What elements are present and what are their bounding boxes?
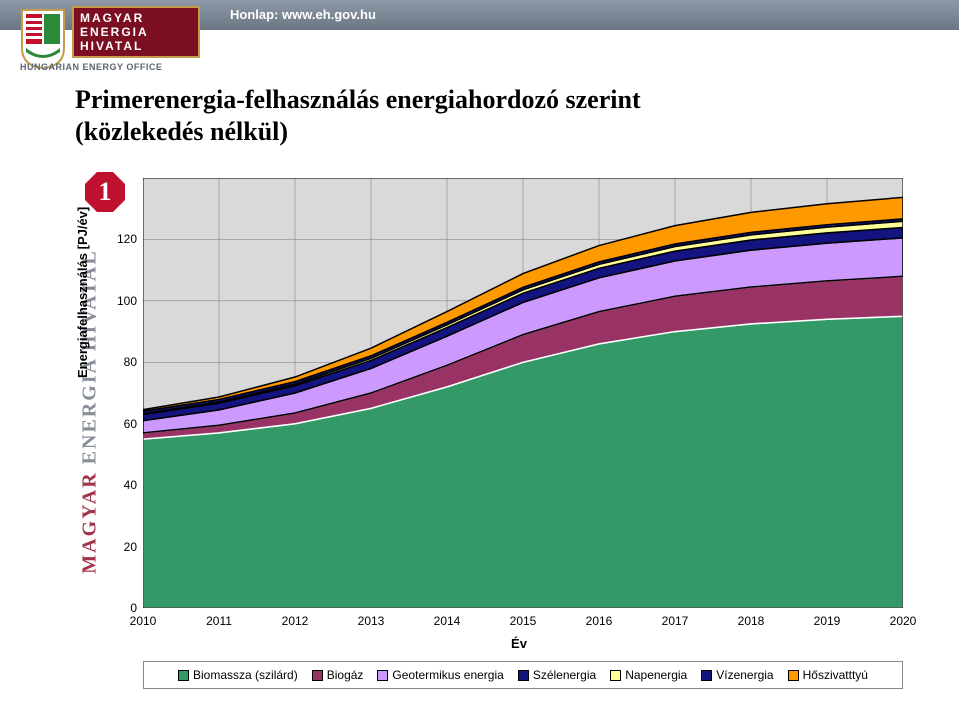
legend-swatch	[610, 670, 621, 681]
ytick: 120	[107, 232, 137, 246]
logo-line3: HIVATAL	[80, 39, 192, 53]
ytick: 80	[107, 355, 137, 369]
chart-title: Primerenergia-felhasználás energiahordoz…	[75, 84, 939, 148]
header-url: Honlap: www.eh.gov.hu	[230, 7, 376, 22]
xtick: 2013	[358, 614, 385, 628]
xtick: 2018	[738, 614, 765, 628]
legend-swatch	[312, 670, 323, 681]
legend-swatch	[701, 670, 712, 681]
title-line1: Primerenergia-felhasználás energiahordoz…	[75, 85, 641, 114]
main-content: Primerenergia-felhasználás energiahordoz…	[75, 84, 939, 689]
legend-item-hosziv: Hőszivatttyú	[788, 668, 868, 682]
logo-text-box: MAGYAR ENERGIA HIVATAL	[72, 6, 200, 58]
legend-item-biogaz: Biogáz	[312, 668, 364, 682]
plot-area: 0204060801001202010201120122013201420152…	[143, 178, 903, 608]
legend-item-geoterm: Geotermikus energia	[377, 668, 503, 682]
legend: Biomassza (szilárd) Biogáz Geotermikus ene…	[143, 661, 903, 689]
crest-icon	[20, 8, 66, 70]
xtick: 2017	[662, 614, 689, 628]
legend-item-viz: Vízenergia	[701, 668, 773, 682]
logo-subtitle: HUNGARIAN ENERGY OFFICE	[20, 62, 210, 72]
legend-swatch	[377, 670, 388, 681]
ytick: 40	[107, 478, 137, 492]
xtick: 2011	[206, 614, 232, 628]
legend-item-szel: Szélenergia	[518, 668, 596, 682]
logo-line2: ENERGIA	[80, 25, 192, 39]
xtick: 2020	[890, 614, 917, 628]
legend-label: Hőszivatttyú	[803, 668, 868, 682]
ytick: 100	[107, 294, 137, 308]
ytick: 0	[107, 601, 137, 615]
legend-label: Biogáz	[327, 668, 364, 682]
xtick: 2019	[814, 614, 841, 628]
org-logo: MAGYAR ENERGIA HIVATAL HUNGARIAN ENERGY …	[20, 6, 210, 78]
legend-label: Szélenergia	[533, 668, 596, 682]
xtick: 2012	[282, 614, 309, 628]
logo-line1: MAGYAR	[80, 11, 192, 25]
xtick: 2010	[130, 614, 157, 628]
chart: Energiafelhasználás [PJ/év] 020406080100…	[105, 178, 895, 689]
title-line2: (közlekedés nélkül)	[75, 117, 288, 146]
legend-item-nap: Napenergia	[610, 668, 687, 682]
xtick: 2015	[510, 614, 537, 628]
legend-swatch	[518, 670, 529, 681]
xtick: 2014	[434, 614, 461, 628]
y-axis-label: Energiafelhasználás [PJ/év]	[75, 207, 90, 378]
legend-label: Biomassza (szilárd)	[193, 668, 298, 682]
legend-swatch	[788, 670, 799, 681]
ytick: 20	[107, 540, 137, 554]
legend-item-biomassza: Biomassza (szilárd)	[178, 668, 298, 682]
x-axis-label: Év	[143, 636, 895, 651]
legend-label: Vízenergia	[716, 668, 773, 682]
legend-swatch	[178, 670, 189, 681]
legend-label: Geotermikus energia	[392, 668, 503, 682]
legend-label: Napenergia	[625, 668, 687, 682]
ytick: 60	[107, 417, 137, 431]
xtick: 2016	[586, 614, 613, 628]
